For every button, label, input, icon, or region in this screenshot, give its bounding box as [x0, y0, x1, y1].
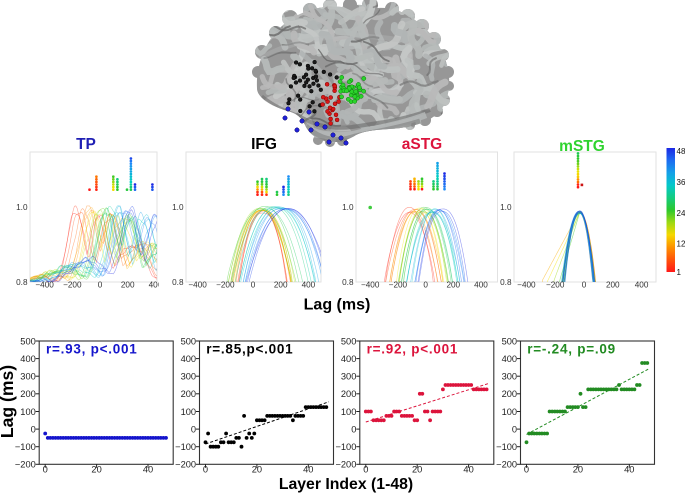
- svg-text:20: 20: [573, 465, 583, 475]
- svg-text:1.0: 1.0: [500, 203, 512, 212]
- svg-text:200: 200: [274, 280, 288, 289]
- svg-text:−200: −200: [335, 460, 356, 470]
- svg-text:r=.85,p<.001: r=.85,p<.001: [206, 342, 293, 357]
- svg-text:aSTG: aSTG: [402, 136, 442, 153]
- svg-text:200: 200: [606, 280, 620, 289]
- svg-text:400: 400: [341, 354, 357, 364]
- svg-text:−200: −200: [175, 460, 196, 470]
- svg-text:−100: −100: [175, 442, 196, 452]
- svg-text:200: 200: [20, 389, 36, 399]
- svg-text:36: 36: [677, 178, 685, 187]
- svg-text:IFG: IFG: [251, 136, 277, 153]
- svg-text:r=.92, p<.001: r=.92, p<.001: [367, 342, 459, 357]
- svg-text:500: 500: [502, 336, 518, 346]
- svg-text:200: 200: [181, 389, 197, 399]
- svg-text:400: 400: [502, 354, 518, 364]
- svg-text:40: 40: [143, 465, 153, 475]
- svg-text:0: 0: [251, 280, 256, 289]
- svg-text:−100: −100: [335, 442, 356, 452]
- svg-text:mSTG: mSTG: [559, 138, 605, 155]
- svg-text:−200: −200: [216, 280, 235, 289]
- svg-text:100: 100: [341, 407, 357, 417]
- svg-text:200: 200: [446, 280, 460, 289]
- svg-text:300: 300: [341, 372, 357, 382]
- svg-text:0: 0: [98, 280, 103, 289]
- svg-text:20: 20: [412, 465, 422, 475]
- svg-text:−200: −200: [546, 280, 565, 289]
- svg-text:Lag (ms): Lag (ms): [304, 297, 371, 314]
- svg-text:0: 0: [423, 280, 428, 289]
- svg-text:200: 200: [121, 280, 135, 289]
- svg-text:0: 0: [351, 424, 356, 434]
- svg-text:−100: −100: [15, 442, 36, 452]
- svg-text:−200: −200: [389, 280, 408, 289]
- svg-text:0.8: 0.8: [500, 278, 512, 287]
- svg-text:−200: −200: [496, 460, 517, 470]
- svg-text:0: 0: [203, 465, 208, 475]
- svg-text:24: 24: [677, 209, 685, 218]
- svg-text:20: 20: [252, 465, 262, 475]
- svg-text:40: 40: [463, 465, 473, 475]
- svg-text:500: 500: [341, 336, 357, 346]
- svg-text:200: 200: [502, 389, 518, 399]
- svg-text:−400: −400: [517, 280, 536, 289]
- svg-text:0: 0: [31, 424, 36, 434]
- svg-text:40: 40: [303, 465, 313, 475]
- svg-text:40: 40: [624, 465, 634, 475]
- svg-text:1: 1: [677, 268, 682, 277]
- svg-text:400: 400: [635, 280, 649, 289]
- svg-text:r=-.24, p=.09: r=-.24, p=.09: [527, 342, 616, 357]
- svg-text:−100: −100: [496, 442, 517, 452]
- svg-text:Lag (ms): Lag (ms): [0, 365, 17, 438]
- svg-text:400: 400: [181, 354, 197, 364]
- svg-text:48: 48: [677, 147, 685, 156]
- svg-text:0: 0: [43, 465, 48, 475]
- svg-text:20: 20: [91, 465, 101, 475]
- svg-text:100: 100: [20, 407, 36, 417]
- svg-text:0: 0: [582, 280, 587, 289]
- svg-text:0.8: 0.8: [342, 278, 354, 287]
- svg-text:0: 0: [524, 465, 529, 475]
- svg-text:400: 400: [20, 354, 36, 364]
- svg-text:Layer Index (1-48): Layer Index (1-48): [279, 476, 413, 493]
- svg-text:500: 500: [20, 336, 36, 346]
- svg-text:1.0: 1.0: [172, 203, 184, 212]
- svg-text:400: 400: [474, 280, 488, 289]
- svg-text:1.0: 1.0: [342, 203, 354, 212]
- svg-text:100: 100: [181, 407, 197, 417]
- svg-text:−400: −400: [361, 280, 380, 289]
- svg-text:0.8: 0.8: [172, 278, 184, 287]
- svg-text:400: 400: [302, 280, 316, 289]
- svg-text:200: 200: [341, 389, 357, 399]
- svg-text:−200: −200: [15, 460, 36, 470]
- svg-text:TP: TP: [76, 136, 96, 153]
- svg-text:0: 0: [363, 465, 368, 475]
- svg-text:−400: −400: [35, 280, 54, 289]
- svg-text:500: 500: [181, 336, 197, 346]
- svg-text:0.8: 0.8: [16, 278, 28, 287]
- svg-text:−200: −200: [63, 280, 82, 289]
- svg-text:1.0: 1.0: [16, 203, 28, 212]
- svg-text:100: 100: [502, 407, 518, 417]
- svg-text:−400: −400: [188, 280, 207, 289]
- svg-text:0: 0: [191, 424, 196, 434]
- svg-text:r=.93, p<.001: r=.93, p<.001: [46, 342, 138, 357]
- svg-text:300: 300: [502, 372, 518, 382]
- svg-text:300: 300: [181, 372, 197, 382]
- svg-text:300: 300: [20, 372, 36, 382]
- svg-text:12: 12: [677, 240, 685, 249]
- svg-text:0: 0: [512, 424, 517, 434]
